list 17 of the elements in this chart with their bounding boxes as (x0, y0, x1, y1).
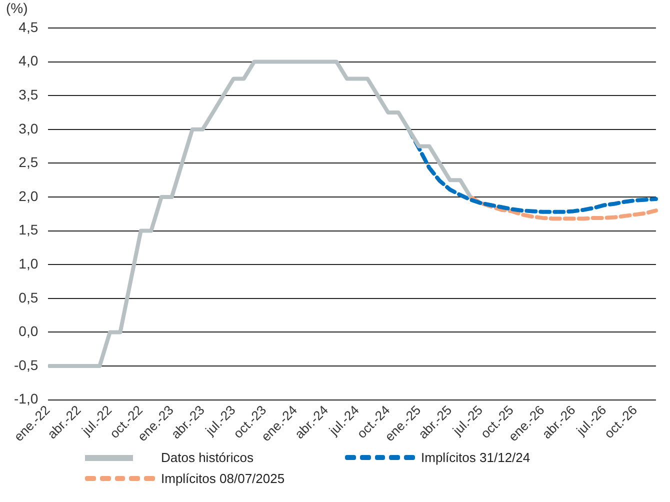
y-tick-label: 1,0 (18, 255, 38, 272)
y-tick-label: 3,5 (18, 86, 38, 102)
y-tick-label: -0,5 (14, 356, 38, 373)
y-tick-label: 4,5 (18, 18, 38, 35)
y-tick-label: 4,0 (18, 52, 38, 69)
y-tick-label: 0,0 (18, 323, 38, 340)
legend-label: Implícitos 31/12/24 (421, 450, 530, 465)
line-series (468, 194, 658, 221)
y-axis-title: (%) (6, 0, 28, 16)
legend-label: Datos históricos (161, 450, 254, 465)
y-tick-label: 3,0 (18, 120, 38, 136)
y-tick-label: 1,5 (18, 222, 38, 238)
legend-label: Implícitos 08/07/2025 (161, 471, 285, 486)
y-tick-label: 0,5 (18, 289, 38, 306)
y-tick-label: 2,5 (18, 154, 38, 170)
y-tick-label: -1,0 (14, 390, 38, 407)
y-tick-label: 2,0 (18, 188, 38, 204)
